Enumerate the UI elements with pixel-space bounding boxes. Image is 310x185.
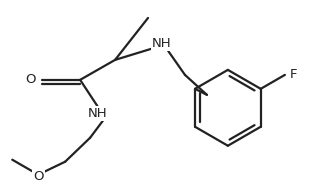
Text: O: O <box>33 170 43 183</box>
Text: F: F <box>290 68 297 81</box>
Text: NH: NH <box>152 37 172 51</box>
Text: O: O <box>26 73 36 86</box>
Text: NH: NH <box>88 107 108 120</box>
